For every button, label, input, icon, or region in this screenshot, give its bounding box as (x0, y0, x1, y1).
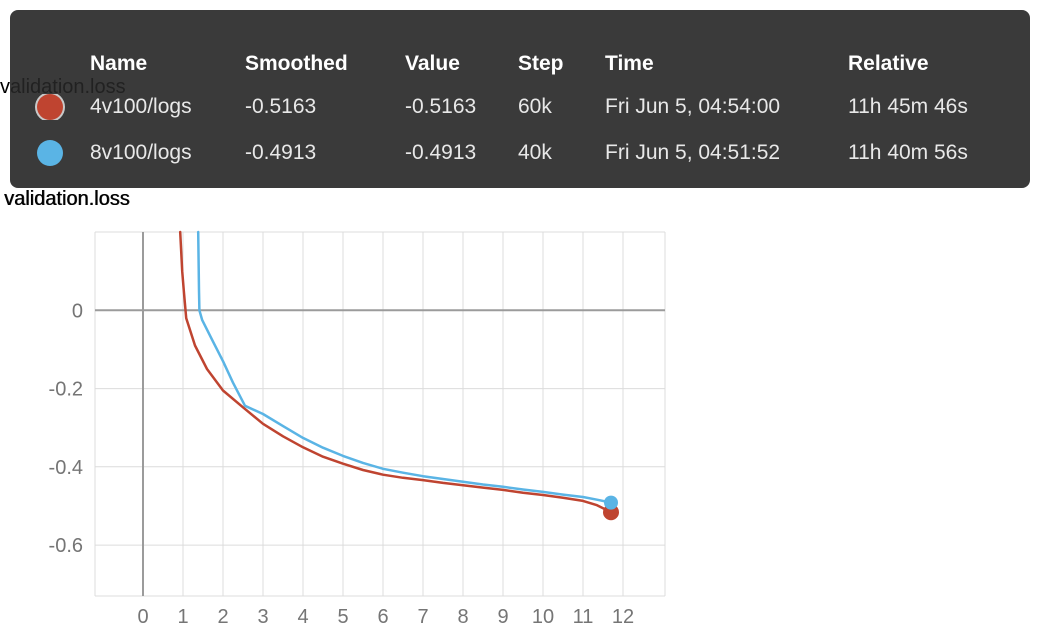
run-color-swatch (37, 140, 63, 166)
chart-title: validation.loss (4, 188, 130, 210)
svg-text:3: 3 (257, 606, 268, 628)
tooltip-col-smoothed: Smoothed (245, 52, 348, 75)
run-name: 4v100/logs (90, 95, 192, 118)
tooltip-col-step: Step (518, 52, 564, 75)
svg-text:4: 4 (297, 606, 308, 628)
tooltip-rows: 4v100/logs -0.5163 -0.5163 60k Fri Jun 5, 04… (10, 84, 1030, 176)
tooltip-col-value: Value (405, 52, 460, 75)
loss-chart-plot[interactable]: 0 1 2 3 4 5 6 7 8 9 10 11 120-0.2-0.4-0.6 (40, 225, 680, 632)
run-step: 60k (518, 95, 552, 118)
svg-text:1: 1 (177, 606, 188, 628)
svg-text:0: 0 (137, 606, 148, 628)
tooltip-col-relative: Relative (848, 52, 929, 75)
run-time: Fri Jun 5, 04:51:52 (605, 141, 781, 164)
tooltip-col-name: Name (90, 52, 148, 75)
svg-text:11: 11 (573, 606, 594, 628)
svg-text:-0.6: -0.6 (49, 535, 83, 557)
run-color-swatch (37, 94, 63, 120)
svg-text:9: 9 (497, 606, 508, 628)
svg-text:12: 12 (612, 606, 634, 628)
runs-hover-tooltip: Name Smoothed Value Step Time Relative 4v100/… (10, 10, 1030, 188)
svg-text:10: 10 (532, 606, 554, 628)
run-smoothed: -0.5163 (245, 95, 317, 118)
svg-text:2: 2 (217, 606, 228, 628)
tooltip-col-time: Time (605, 52, 654, 75)
run-name: 8v100/logs (90, 141, 192, 164)
tooltip-run-row: 4v100/logs -0.5163 -0.5163 60k Fri Jun 5, 04… (10, 84, 1030, 130)
svg-text:-0.2: -0.2 (49, 379, 83, 401)
svg-text:0: 0 (72, 300, 83, 322)
svg-text:7: 7 (417, 606, 428, 628)
run-relative: 11h 45m 46s (848, 95, 968, 118)
svg-text:-0.4: -0.4 (49, 457, 83, 479)
run-value: -0.4913 (405, 141, 477, 164)
run-step: 40k (518, 141, 552, 164)
tooltip-header-row: Name Smoothed Value Step Time Relative (10, 44, 1030, 84)
run-time: Fri Jun 5, 04:54:00 (605, 95, 781, 118)
run-value: -0.5163 (405, 95, 477, 118)
tooltip-run-row: 8v100/logs -0.4913 -0.4913 40k Fri Jun 5, 04… (10, 130, 1030, 176)
svg-text:5: 5 (337, 606, 348, 628)
run-smoothed: -0.4913 (245, 141, 317, 164)
svg-text:6: 6 (377, 606, 388, 628)
svg-text:8: 8 (457, 606, 468, 628)
run-relative: 11h 40m 56s (848, 141, 968, 164)
